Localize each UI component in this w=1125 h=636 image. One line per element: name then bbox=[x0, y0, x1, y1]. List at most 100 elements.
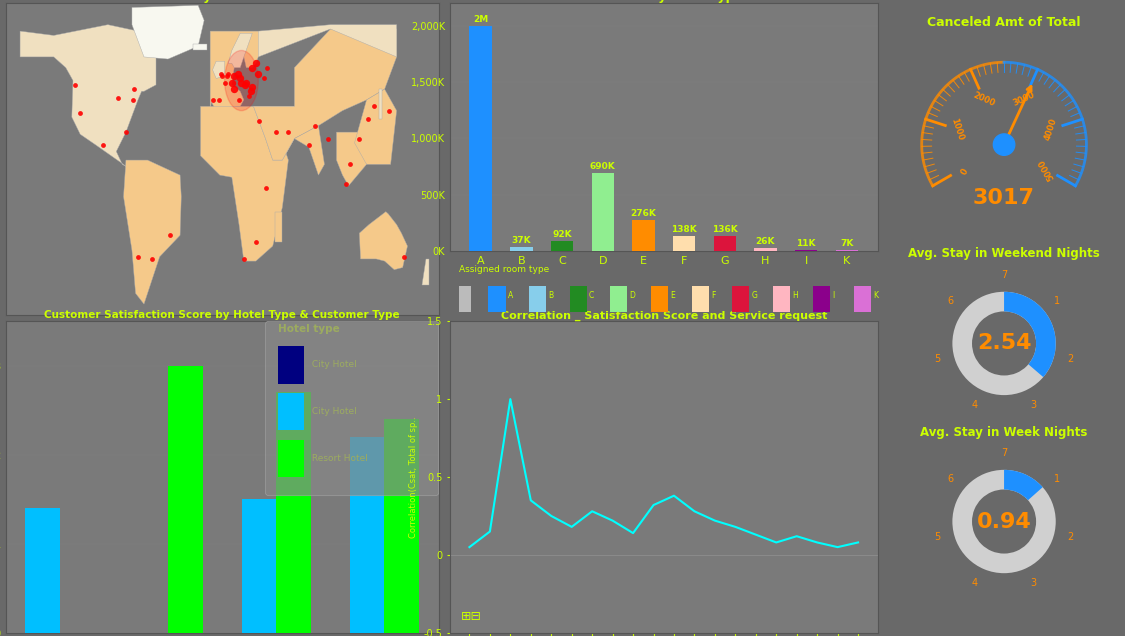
Polygon shape bbox=[210, 31, 270, 111]
Bar bbox=[713, 236, 736, 251]
Y-axis label: Correlation(Csat, Total of sp..: Correlation(Csat, Total of sp.. bbox=[408, 416, 417, 538]
Point bbox=[223, 78, 241, 88]
Bar bbox=[673, 236, 695, 251]
Point bbox=[232, 73, 250, 83]
Polygon shape bbox=[295, 126, 324, 175]
Title: Revenue by RoomType: Revenue by RoomType bbox=[584, 0, 744, 3]
FancyBboxPatch shape bbox=[732, 286, 749, 312]
Text: 11K: 11K bbox=[796, 239, 816, 248]
Polygon shape bbox=[336, 132, 367, 186]
Point bbox=[258, 62, 276, 73]
Text: 3000: 3000 bbox=[1011, 91, 1036, 108]
Point bbox=[117, 127, 135, 137]
Text: 0: 0 bbox=[956, 165, 966, 174]
Text: 2: 2 bbox=[1068, 354, 1073, 364]
Text: 1: 1 bbox=[1054, 296, 1061, 306]
Text: G: G bbox=[752, 291, 757, 300]
Point bbox=[209, 95, 227, 105]
Polygon shape bbox=[132, 5, 204, 59]
Title: Order Amount By Customer Countries: Order Amount By Customer Countries bbox=[90, 0, 354, 3]
Text: 2M: 2M bbox=[472, 15, 488, 24]
Bar bbox=[277, 392, 310, 633]
Wedge shape bbox=[953, 292, 1055, 395]
Title: Avg. Stay in Week Nights: Avg. Stay in Week Nights bbox=[920, 425, 1088, 439]
Point bbox=[338, 179, 356, 189]
Text: City Hotel: City Hotel bbox=[308, 361, 357, 370]
FancyBboxPatch shape bbox=[773, 286, 790, 312]
Bar bbox=[385, 419, 420, 633]
FancyBboxPatch shape bbox=[279, 346, 305, 384]
Point bbox=[255, 73, 273, 83]
Text: 7: 7 bbox=[1001, 270, 1007, 280]
Text: 3: 3 bbox=[1030, 578, 1037, 588]
Text: E: E bbox=[670, 291, 675, 300]
Text: 7: 7 bbox=[1001, 448, 1007, 459]
Polygon shape bbox=[276, 212, 282, 242]
Point bbox=[143, 254, 161, 264]
Point bbox=[124, 95, 142, 105]
Text: 7K: 7K bbox=[840, 239, 854, 249]
FancyBboxPatch shape bbox=[651, 286, 668, 312]
Text: 136K: 136K bbox=[712, 225, 738, 234]
Polygon shape bbox=[200, 106, 288, 261]
FancyBboxPatch shape bbox=[279, 439, 305, 477]
Point bbox=[299, 140, 318, 150]
Polygon shape bbox=[379, 89, 382, 119]
Point bbox=[380, 106, 398, 116]
Point bbox=[242, 86, 260, 97]
Point bbox=[218, 71, 236, 81]
Polygon shape bbox=[20, 25, 156, 169]
Point bbox=[246, 59, 264, 69]
Text: Resort Hotel: Resort Hotel bbox=[308, 454, 368, 463]
Text: 4: 4 bbox=[971, 578, 978, 588]
Text: 1000: 1000 bbox=[950, 117, 965, 142]
Text: 3: 3 bbox=[1030, 400, 1037, 410]
Bar bbox=[592, 174, 614, 251]
Point bbox=[364, 101, 382, 111]
Circle shape bbox=[225, 50, 259, 111]
Bar bbox=[168, 366, 202, 633]
Wedge shape bbox=[1005, 292, 1055, 377]
Bar bbox=[469, 25, 492, 251]
Text: 2.54: 2.54 bbox=[976, 333, 1032, 354]
Point bbox=[236, 80, 254, 90]
Point bbox=[219, 69, 237, 80]
Point bbox=[237, 78, 255, 88]
Bar bbox=[510, 247, 532, 251]
Point bbox=[243, 82, 261, 92]
Text: 5000: 5000 bbox=[1037, 157, 1056, 182]
Point bbox=[108, 93, 126, 103]
Point bbox=[125, 84, 143, 94]
Point bbox=[204, 95, 222, 105]
Point bbox=[359, 114, 377, 124]
Text: 138K: 138K bbox=[672, 225, 698, 233]
Text: Hotel type: Hotel type bbox=[279, 324, 340, 335]
Bar bbox=[754, 248, 776, 251]
Wedge shape bbox=[953, 470, 1055, 573]
Text: 92K: 92K bbox=[552, 230, 572, 239]
Text: 276K: 276K bbox=[630, 209, 656, 218]
Polygon shape bbox=[253, 106, 295, 160]
Title: Canceled Amt of Total: Canceled Amt of Total bbox=[927, 17, 1081, 29]
Point bbox=[268, 127, 286, 137]
Polygon shape bbox=[213, 61, 225, 78]
Text: 4: 4 bbox=[971, 400, 978, 410]
FancyBboxPatch shape bbox=[569, 286, 587, 312]
Point bbox=[251, 116, 269, 127]
Polygon shape bbox=[354, 89, 397, 164]
Text: 5: 5 bbox=[935, 354, 940, 364]
Point bbox=[71, 107, 89, 118]
Point bbox=[229, 95, 248, 105]
FancyBboxPatch shape bbox=[610, 286, 628, 312]
Text: 0.94: 0.94 bbox=[976, 511, 1032, 532]
Text: ⊞⊟: ⊞⊟ bbox=[461, 610, 483, 623]
Title: Avg. Stay in Weekend Nights: Avg. Stay in Weekend Nights bbox=[908, 247, 1100, 261]
Circle shape bbox=[993, 134, 1015, 155]
Point bbox=[233, 78, 251, 88]
Point bbox=[350, 134, 368, 144]
Point bbox=[225, 84, 243, 94]
FancyBboxPatch shape bbox=[692, 286, 709, 312]
Text: B: B bbox=[548, 291, 554, 300]
Polygon shape bbox=[228, 33, 252, 67]
Point bbox=[216, 78, 234, 88]
